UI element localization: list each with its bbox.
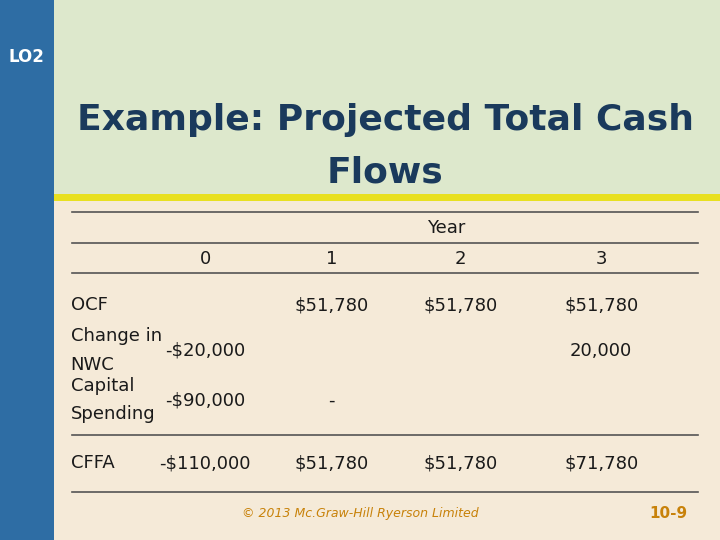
Text: $51,780: $51,780	[564, 296, 639, 314]
Text: OCF: OCF	[71, 296, 107, 314]
Text: Year: Year	[427, 219, 466, 237]
Text: -$110,000: -$110,000	[159, 454, 251, 472]
Text: 0: 0	[199, 250, 211, 268]
Text: Example: Projected Total Cash: Example: Projected Total Cash	[77, 103, 693, 137]
Text: $51,780: $51,780	[423, 454, 498, 472]
Text: © 2013 Mc.Graw-Hill Ryerson Limited: © 2013 Mc.Graw-Hill Ryerson Limited	[242, 507, 478, 519]
Text: Flows: Flows	[327, 156, 444, 190]
Text: $51,780: $51,780	[294, 296, 369, 314]
Text: Spending: Spending	[71, 405, 156, 423]
Text: 10-9: 10-9	[649, 505, 688, 521]
Text: CFFA: CFFA	[71, 454, 114, 472]
Text: $71,780: $71,780	[564, 454, 639, 472]
Text: Capital: Capital	[71, 376, 134, 395]
Text: 2: 2	[455, 250, 467, 268]
Text: 20,000: 20,000	[570, 342, 632, 360]
Text: -$20,000: -$20,000	[165, 342, 246, 360]
Text: LO2: LO2	[9, 48, 45, 66]
Text: $51,780: $51,780	[294, 454, 369, 472]
Text: 3: 3	[595, 250, 607, 268]
Text: -$90,000: -$90,000	[165, 392, 246, 410]
Text: 1: 1	[325, 250, 337, 268]
Text: $51,780: $51,780	[423, 296, 498, 314]
Text: NWC: NWC	[71, 355, 114, 374]
Text: -: -	[328, 392, 335, 410]
Text: Change in: Change in	[71, 327, 162, 345]
